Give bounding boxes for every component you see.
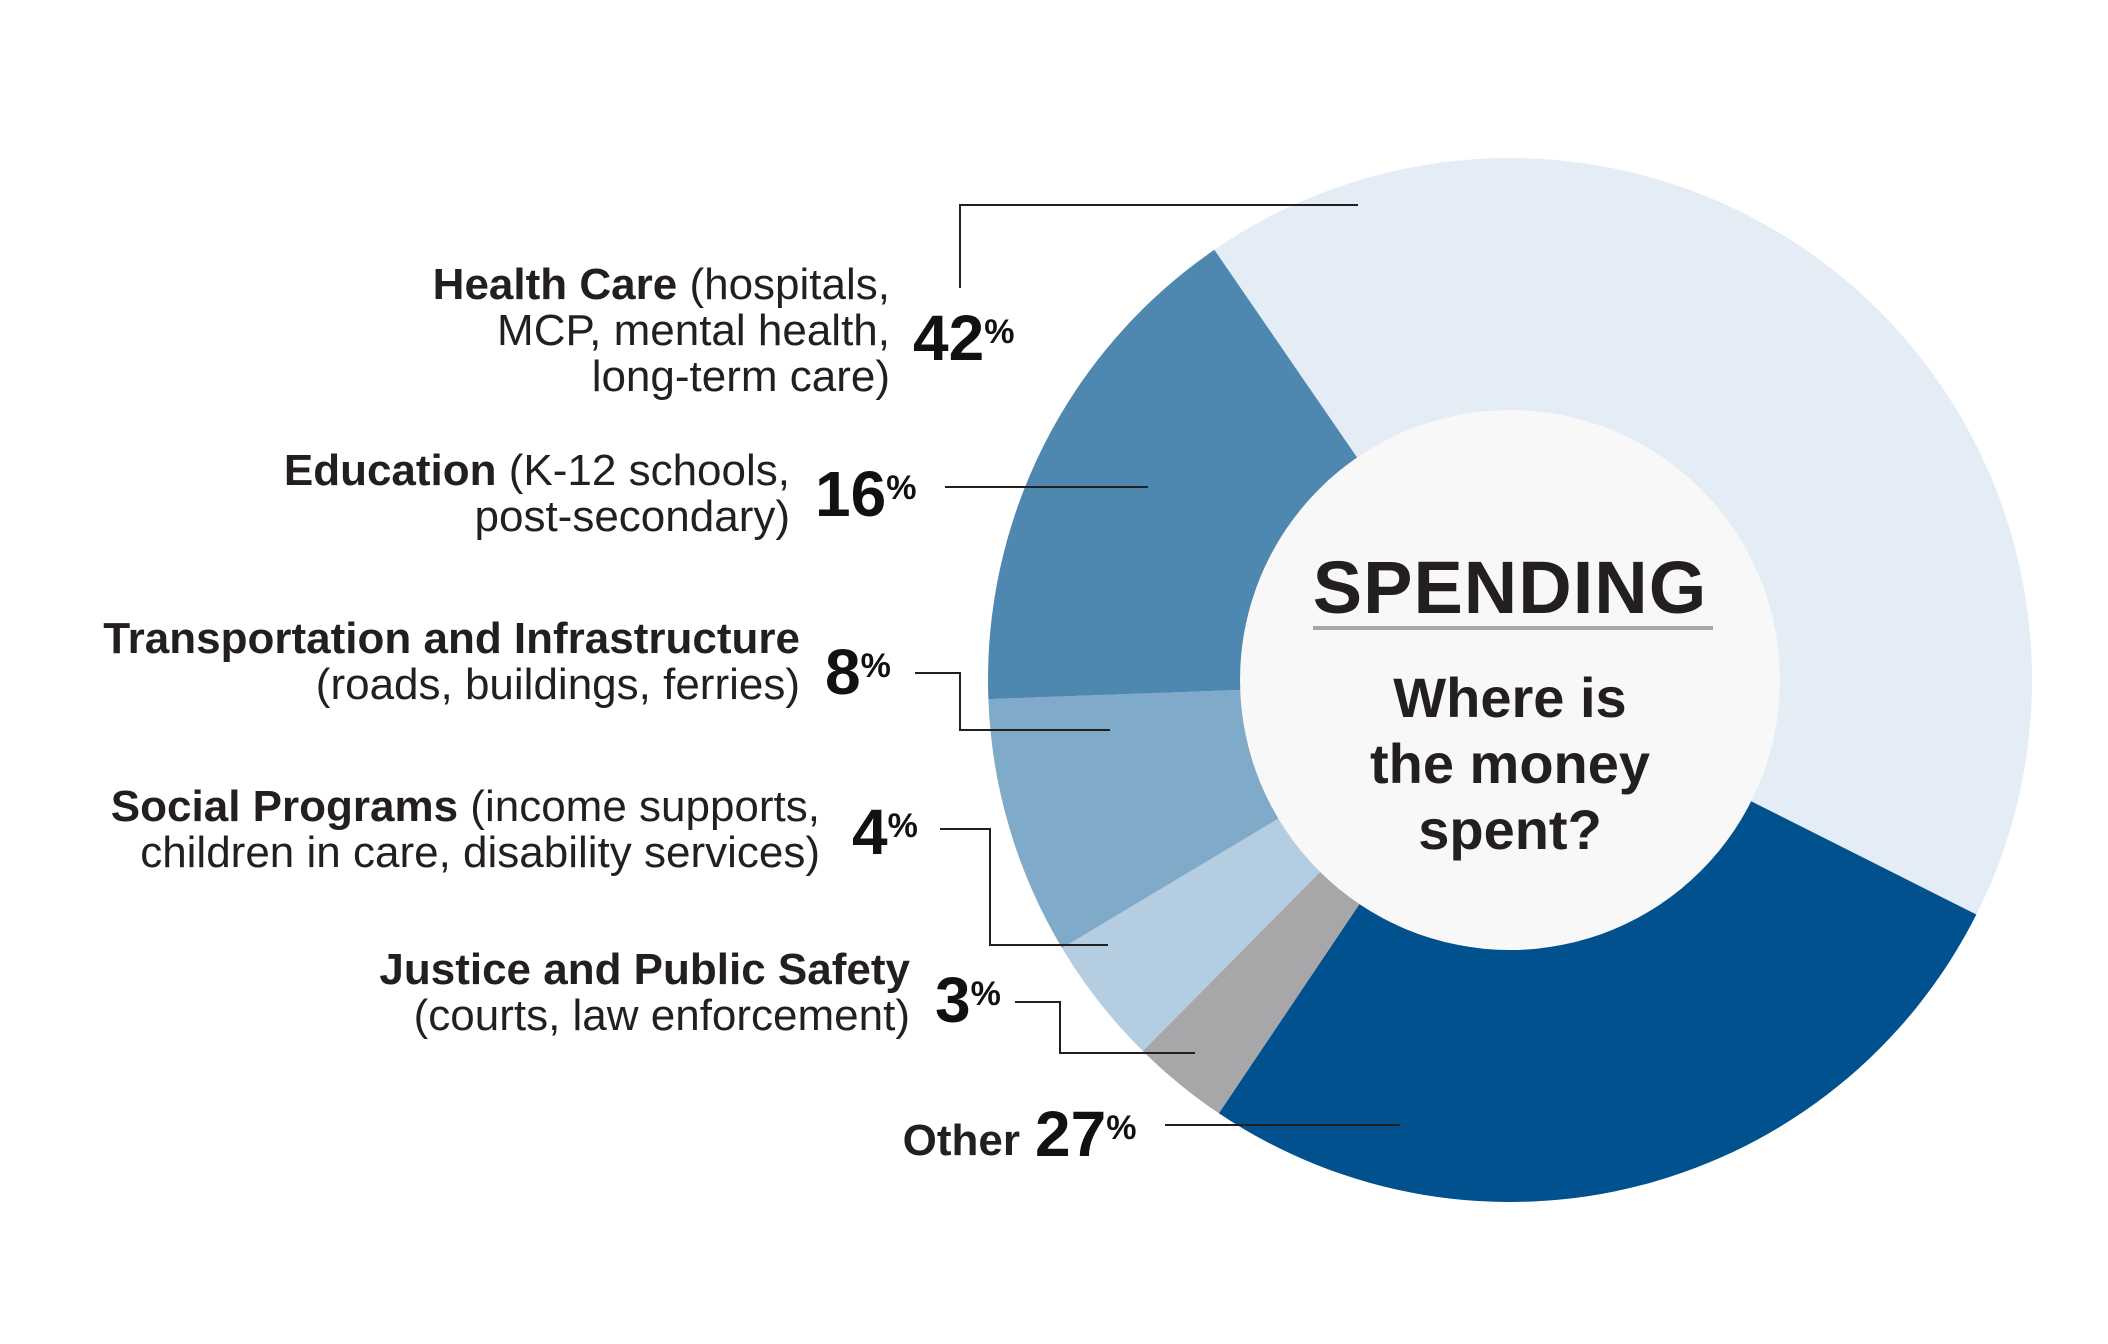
- pct-justice: 3%: [935, 968, 1001, 1032]
- label-social-programs: Social Programs (income supports, childr…: [80, 784, 820, 876]
- label-line: Social Programs (income supports,: [80, 784, 820, 830]
- leader-lines: [915, 204, 1400, 1126]
- slice-name: Health Care: [432, 260, 678, 309]
- label-line: Transportation and Infrastructure: [60, 616, 800, 662]
- slice-name: Education: [283, 446, 497, 495]
- label-other: Other: [820, 1118, 1020, 1164]
- label-line: (courts, law enforcement): [413, 991, 910, 1040]
- label-line: Health Care (hospitals,: [300, 262, 890, 308]
- slice-name: Justice and Public Safety: [379, 945, 910, 994]
- leader-social-programs: [940, 828, 1108, 946]
- leader-justice: [1015, 1001, 1195, 1054]
- label-line: Education (K-12 schools,: [180, 448, 790, 494]
- pct-symbol: %: [1106, 1109, 1137, 1147]
- label-line: long-term care): [591, 352, 890, 401]
- label-line: (roads, buildings, ferries): [315, 660, 800, 709]
- label-transportation: Transportation and Infrastructure (roads…: [60, 616, 800, 708]
- center-title: SPENDING: [1312, 546, 1708, 629]
- label-line: Justice and Public Safety: [300, 947, 910, 993]
- pct-symbol: %: [860, 647, 891, 685]
- center-subtitle: Where is the money spent?: [1290, 665, 1730, 863]
- donut-center-hole: [1240, 410, 1780, 950]
- leader-health-care: [959, 204, 1358, 288]
- pct-value: 8: [825, 636, 861, 708]
- slice-detail: (hospitals,: [689, 260, 890, 309]
- center-subtitle-line: spent?: [1418, 798, 1602, 861]
- pct-other: 27%: [1035, 1102, 1136, 1166]
- pct-value: 27: [1035, 1098, 1107, 1170]
- label-line: children in care, disability services): [140, 828, 820, 877]
- pct-value: 4: [852, 796, 888, 868]
- slice-name: Transportation and Infrastructure: [103, 614, 800, 663]
- label-education: Education (K-12 schools, post-secondary): [180, 448, 790, 540]
- center-subtitle-line: Where is: [1393, 666, 1627, 729]
- pct-symbol: %: [887, 807, 918, 845]
- label-line: MCP, mental health,: [497, 306, 890, 355]
- pct-transportation: 8%: [825, 640, 891, 704]
- center-subtitle-line: the money: [1369, 732, 1651, 795]
- pct-value: 42: [913, 302, 985, 374]
- label-justice: Justice and Public Safety (courts, law e…: [300, 947, 910, 1039]
- slice-other: [1218, 680, 1977, 1203]
- slice-name: Social Programs: [110, 782, 459, 831]
- slice-detail: (K-12 schools,: [508, 446, 790, 495]
- pct-value: 16: [815, 458, 887, 530]
- label-line: post-secondary): [474, 492, 790, 541]
- slice-detail: (income supports,: [470, 782, 820, 831]
- label-health-care: Health Care (hospitals, MCP, mental heal…: [300, 262, 890, 400]
- leader-transportation: [915, 672, 1110, 731]
- pct-symbol: %: [970, 975, 1001, 1013]
- pct-health-care: 42%: [913, 306, 1014, 370]
- slice-name: Other: [902, 1116, 1020, 1165]
- pct-social-programs: 4%: [852, 800, 918, 864]
- label-line: Other: [820, 1118, 1020, 1164]
- pct-symbol: %: [984, 313, 1015, 351]
- pct-value: 3: [935, 964, 971, 1036]
- pct-symbol: %: [886, 469, 917, 507]
- pct-education: 16%: [815, 462, 916, 526]
